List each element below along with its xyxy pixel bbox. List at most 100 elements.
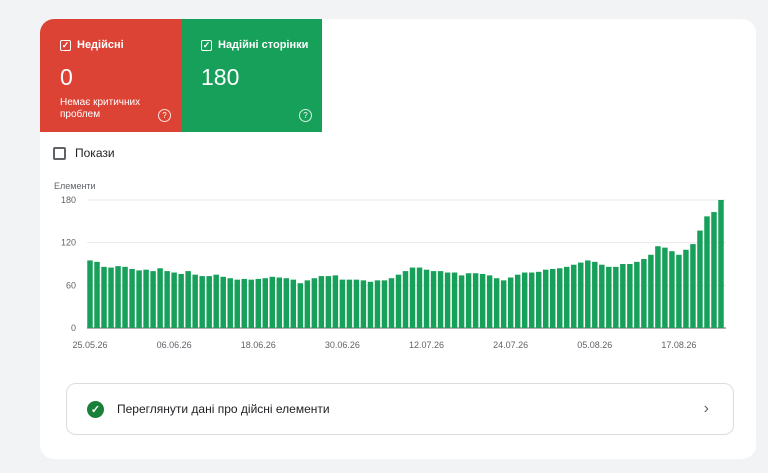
bar (711, 212, 717, 328)
invalid-count: 0 (60, 64, 73, 90)
bar (122, 266, 128, 328)
x-tick-label: 06.06.26 (157, 340, 192, 350)
bar (108, 267, 114, 328)
view-valid-items-text: Переглянути дані про дійсні елементи (117, 402, 330, 416)
bar (353, 279, 360, 328)
bar (430, 271, 437, 328)
valid-tile[interactable]: ✓ Надійні сторінки 180 ? (181, 19, 322, 132)
help-icon[interactable]: ? (299, 109, 312, 122)
x-tick-label: 18.06.26 (241, 340, 276, 350)
bar (507, 277, 514, 328)
bar (423, 269, 430, 328)
bar (634, 261, 640, 328)
impressions-toggle[interactable]: Покази (53, 146, 115, 160)
x-tick-label: 05.08.26 (577, 340, 612, 350)
bar (676, 254, 682, 328)
bar (465, 273, 472, 328)
report-card: ✓ Недійсні 0 Немає критичних проблем ? ✓… (40, 19, 756, 459)
bar (662, 247, 668, 328)
bar (178, 273, 184, 328)
bar (620, 264, 626, 328)
bar (192, 274, 198, 328)
bar (585, 260, 591, 328)
bar (542, 269, 549, 328)
bar (613, 266, 619, 328)
bar (451, 272, 458, 328)
bar (444, 272, 451, 328)
chart-svg: 0 60 120 180 25.05.26 06.06.26 18.06.26 30.06.2… (61, 195, 726, 350)
bar (360, 280, 367, 328)
bar (571, 264, 577, 328)
help-icon[interactable]: ? (158, 109, 171, 122)
bar (648, 254, 654, 328)
y-tick-label: 0 (71, 323, 76, 333)
x-tick-label: 12.07.26 (409, 340, 444, 350)
x-tick-label: 24.07.26 (493, 340, 528, 350)
bar (437, 271, 444, 328)
bar (521, 272, 528, 328)
x-tick-label: 17.08.26 (661, 340, 696, 350)
x-tick-label: 25.05.26 (72, 340, 107, 350)
bar (318, 276, 325, 328)
bar (164, 271, 170, 328)
valid-tile-header: ✓ Надійні сторінки (201, 38, 322, 52)
x-tick-label: 30.06.26 (325, 340, 360, 350)
bar (367, 281, 374, 328)
view-valid-items-row[interactable]: ✓ Переглянути дані про дійсні елементи › (66, 383, 734, 435)
bar (136, 270, 142, 328)
bar (234, 279, 240, 328)
bar (94, 261, 100, 328)
bar (388, 278, 395, 328)
bar (374, 280, 381, 328)
valid-count: 180 (201, 64, 240, 90)
bar (206, 276, 212, 328)
bar (290, 279, 297, 328)
checkbox-unchecked-icon[interactable] (53, 146, 66, 160)
bar (458, 275, 465, 328)
bar (150, 271, 156, 328)
invalid-tile-header: ✓ Недійсні (60, 38, 181, 52)
check-circle-icon: ✓ (87, 400, 104, 418)
bar (493, 278, 500, 328)
invalid-tile[interactable]: ✓ Недійсні 0 Немає критичних проблем ? (40, 19, 181, 132)
invalid-tile-label: Недійсні (77, 39, 124, 51)
bar (325, 276, 332, 328)
bar (157, 268, 163, 328)
chart: Елементи 0 60 120 180 25.05.26 06.06.26 18.06.… (40, 19, 756, 379)
checkbox-checked-icon[interactable]: ✓ (60, 39, 71, 51)
bar (185, 271, 191, 328)
bar (220, 276, 226, 328)
bar (339, 279, 346, 328)
bar (578, 262, 584, 328)
bar (683, 249, 689, 328)
bar (535, 271, 542, 328)
bar (269, 276, 276, 328)
invalid-subtitle: Немає критичних проблем (60, 97, 141, 120)
bar (346, 279, 353, 328)
y-tick-label: 60 (66, 280, 76, 290)
bar (641, 259, 647, 328)
bar (655, 246, 661, 328)
checkbox-checked-icon[interactable]: ✓ (201, 39, 212, 51)
bar (255, 278, 262, 328)
valid-tile-label: Надійні сторінки (218, 39, 309, 51)
bar (332, 275, 339, 328)
bar (395, 274, 402, 328)
bar (283, 278, 290, 328)
bar (549, 268, 556, 328)
y-tick-label: 120 (61, 238, 76, 248)
y-tick-label: 180 (61, 195, 76, 205)
bar (592, 261, 598, 328)
chevron-right-icon: › (703, 400, 709, 417)
bar (129, 268, 135, 328)
bar (213, 274, 219, 328)
bar (718, 200, 724, 328)
bar (599, 264, 605, 328)
bar (171, 272, 177, 328)
bar (87, 260, 93, 328)
bar (500, 280, 507, 328)
bar (697, 230, 703, 328)
bar (248, 279, 254, 328)
bar (690, 244, 696, 328)
bar (528, 272, 535, 328)
